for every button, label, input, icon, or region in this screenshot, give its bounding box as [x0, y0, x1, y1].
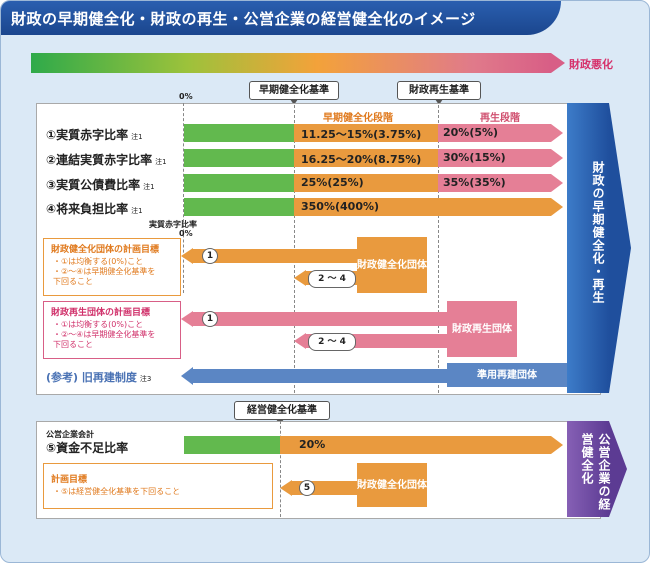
- row-1-note: 注1: [131, 133, 143, 141]
- mgmt-entity-box: 財政健全化団体: [357, 463, 427, 507]
- enterprise-plan-title: 計画目標: [51, 475, 88, 485]
- row-1-label: ①実質赤字比率 注1: [46, 126, 143, 143]
- rebuild-plan-line-3: 下回ること: [53, 340, 93, 349]
- row-4-text: ④将来負担比率: [46, 202, 129, 216]
- side-band-enterprise-label: 公営企業の経営健全化: [580, 433, 611, 511]
- healthy-plan-line-2: ・②～④は早期健全化基準を: [53, 267, 156, 276]
- row-3-rebuild-value: 35%(35%): [443, 176, 506, 189]
- healthy-arrow-2-head: [294, 270, 306, 286]
- enterprise-plan-box: 計画目標 ・⑤は経営健全化基準を下回ること: [43, 463, 273, 509]
- enterprise-plan-line: ・⑤は経営健全化基準を下回ること: [53, 487, 181, 496]
- row-3-early-value: 25%(25%): [301, 176, 364, 189]
- row-3-pink-bar: [438, 174, 551, 192]
- fund-arrow-head: [551, 436, 563, 454]
- reference-text: (参考) 旧再建制度: [46, 371, 137, 384]
- marker-2-4-healthy: 2 ～ 4: [308, 270, 356, 288]
- side-band-enterprise: [567, 421, 609, 517]
- enterprise-account-label: 公営企業会計: [46, 430, 94, 439]
- title-banner: 財政の早期健全化・財政の再生・公営企業の経営健全化のイメージ: [1, 1, 561, 35]
- rebuild-plan-line-1: ・①は均衡する(0%)こと: [53, 320, 144, 329]
- deterioration-arrow: [31, 53, 551, 73]
- row-3-green-bar: [184, 174, 294, 192]
- healthy-arrow-1: [193, 249, 359, 263]
- rebuild-entity-box: 財政再生団体: [447, 301, 517, 357]
- row-2-green-bar: [184, 149, 294, 167]
- row-1-text: ①実質赤字比率: [46, 128, 129, 142]
- rebuild-standard-pointer: [435, 99, 443, 105]
- marker-5: 5: [299, 480, 315, 496]
- rebuild-plan-line-2: ・②～④は早期健全化基準を: [53, 330, 156, 339]
- fund-orange-bar: [280, 436, 551, 454]
- row-2-text: ②連結実質赤字比率: [46, 153, 153, 167]
- row-3-label: ③実質公債費比率 注1: [46, 176, 155, 193]
- row-2-arrow-head: [551, 149, 563, 167]
- deficit-zero-label: 0%: [179, 229, 193, 238]
- deficit-zero-title: 実質赤字比率: [149, 220, 197, 229]
- rebuild-arrow-1: [193, 312, 449, 326]
- reference-note: 注3: [139, 375, 152, 383]
- old-system-arrow-head: [181, 367, 193, 385]
- row-1-early-value: 11.25～15%(3.75%): [301, 128, 422, 141]
- side-band-early-rebuild: [567, 103, 609, 393]
- deterioration-arrow-head: [551, 53, 565, 73]
- healthy-plan-box: 財政健全化団体の計画目標 ・①は均衡する(0%)こと ・②～④は早期健全化基準を…: [43, 238, 181, 296]
- row-3-arrow-head: [551, 174, 563, 192]
- fund-value: 20%: [299, 438, 326, 451]
- reference-label: (参考) 旧再建制度 注3: [46, 369, 151, 385]
- fund-green-bar: [184, 436, 280, 454]
- row-3-orange-bar: [294, 174, 438, 192]
- healthy-arrow-1-head: [181, 248, 193, 264]
- row-4-early-value: 350%(400%): [301, 200, 380, 213]
- rebuild-arrow-2-head: [294, 333, 306, 349]
- row-4-orange-bar: [294, 198, 551, 216]
- row-1-green-bar: [184, 124, 294, 142]
- healthy-plan-line-3: 下回ること: [53, 277, 93, 286]
- rebuild-standard-label: 財政再生基準: [397, 81, 481, 100]
- row-2-orange-bar: [294, 149, 438, 167]
- side-band-arrow-head: [609, 103, 631, 393]
- management-standard-label: 経営健全化基準: [234, 401, 330, 420]
- row-2-label: ②連結実質赤字比率 注1: [46, 151, 167, 168]
- rebuild-plan-title: 財政再生団体の計画目標: [51, 308, 151, 318]
- side-band-enterprise-head: [609, 421, 627, 517]
- rebuild-plan-box: 財政再生団体の計画目標 ・①は均衡する(0%)こと ・②～④は早期健全化基準を …: [43, 301, 181, 359]
- row-4-green-bar: [184, 198, 294, 216]
- marker-1-healthy: 1: [202, 248, 218, 264]
- row-1-orange-bar: [294, 124, 438, 142]
- row-1-rebuild-value: 20%(5%): [443, 126, 499, 139]
- management-standard-line: [280, 421, 281, 517]
- row-2-early-value: 16.25～20%(8.75%): [301, 153, 422, 166]
- row-2-rebuild-value: 30%(15%): [443, 151, 506, 164]
- row-4-arrow-head: [551, 198, 563, 216]
- row-2-note: 注1: [155, 158, 167, 166]
- row-4-note: 注1: [131, 207, 143, 215]
- row-1-arrow-head: [551, 124, 563, 142]
- mgmt-arrow-head: [280, 480, 292, 496]
- zero-line: [183, 103, 184, 293]
- row-3-note: 注1: [143, 183, 155, 191]
- healthy-plan-title: 財政健全化団体の計画目標: [51, 245, 160, 255]
- early-standard-pointer: [290, 99, 298, 105]
- old-system-entity: 準用再建団体: [447, 363, 567, 387]
- marker-1-rebuild: 1: [202, 311, 218, 327]
- row-2-pink-bar: [438, 149, 551, 167]
- rebuild-stage-label: 再生段階: [480, 113, 520, 124]
- zero-label: 0%: [179, 92, 193, 101]
- rebuild-arrow-1-head: [181, 311, 193, 327]
- row-1-pink-bar: [438, 124, 551, 142]
- page-title: 財政の早期健全化・財政の再生・公営企業の経営健全化のイメージ: [11, 10, 476, 28]
- early-standard-label: 早期健全化基準: [249, 81, 339, 100]
- fund-shortage-label: ⑤資金不足比率: [46, 441, 129, 455]
- marker-2-4-rebuild: 2 ～ 4: [308, 333, 356, 351]
- deterioration-label: 財政悪化: [569, 58, 613, 71]
- rebuild-standard-line: [438, 105, 439, 393]
- early-stage-label: 早期健全化段階: [323, 113, 393, 124]
- healthy-plan-line-1: ・①は均衡する(0%)こと: [53, 257, 144, 266]
- side-band-label: 財政の早期健全化・再生: [591, 161, 605, 304]
- row-3-text: ③実質公債費比率: [46, 178, 141, 192]
- healthy-entity-box: 財政健全化団体: [357, 237, 427, 293]
- old-system-arrow: [193, 369, 449, 383]
- row-4-label: ④将来負担比率 注1: [46, 200, 143, 217]
